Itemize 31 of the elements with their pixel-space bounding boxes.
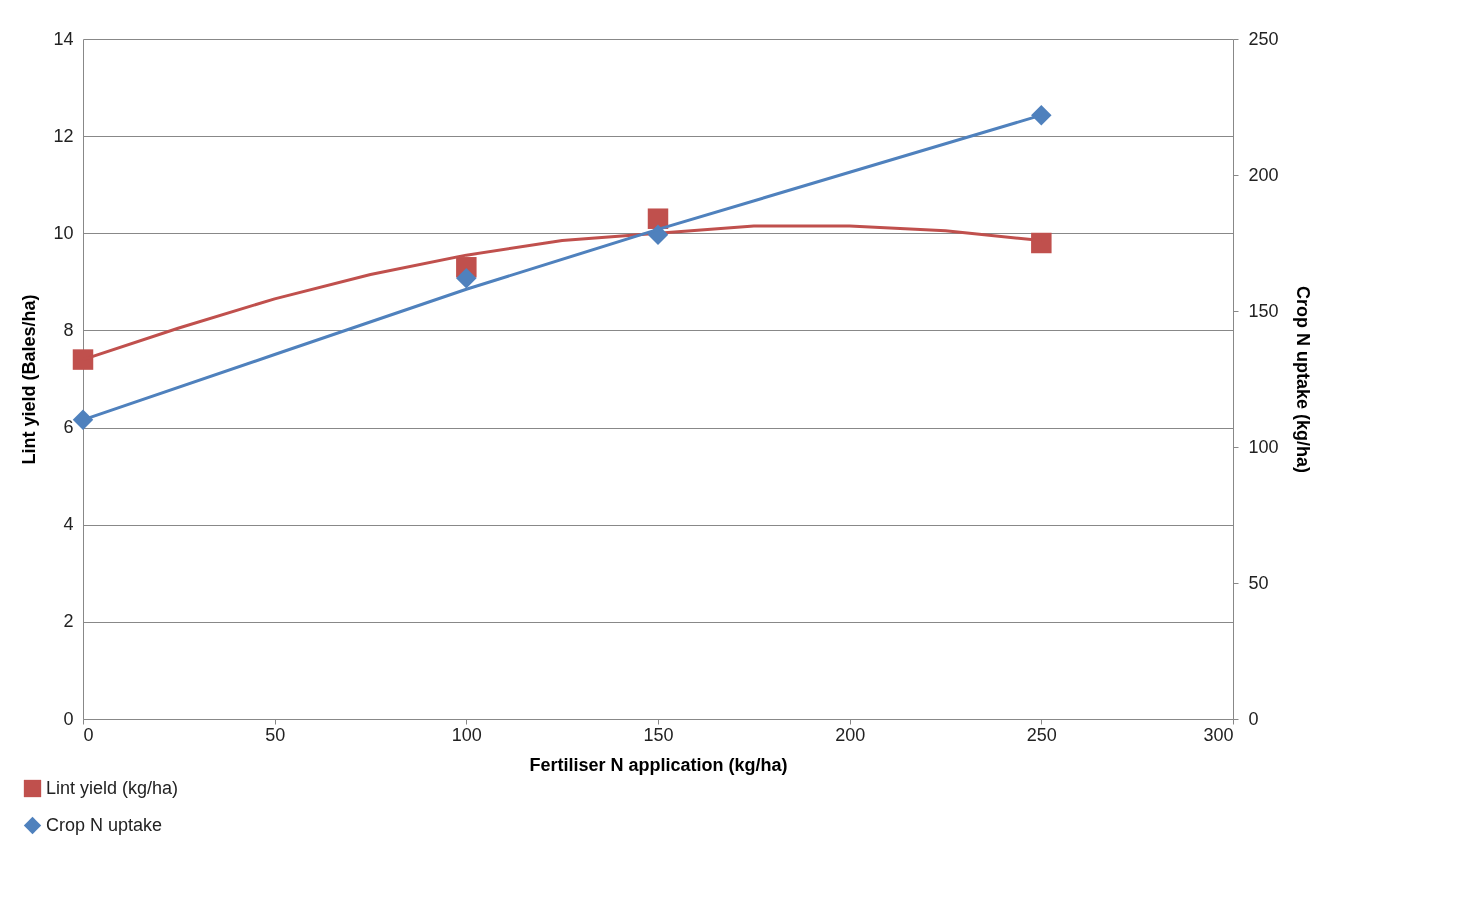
point	[456, 268, 477, 289]
legend-label: Crop N uptake	[46, 814, 163, 835]
x-tick-label: 50	[265, 724, 286, 745]
x-axis-title: Fertiliser N application (kg/ha)	[529, 754, 788, 775]
y-tick-label: 8	[63, 319, 74, 340]
x-tick-label: 200	[835, 724, 866, 745]
x-tick-label: 100	[451, 724, 482, 745]
y2-tick-label: 100	[1248, 436, 1279, 457]
y-tick-label: 4	[63, 514, 74, 535]
point	[1031, 232, 1052, 254]
point	[72, 409, 94, 431]
y2-tick-label: 0	[1248, 708, 1259, 729]
x-tick-label: 300	[1203, 724, 1234, 745]
x-tick-label: 150	[643, 724, 674, 745]
point	[647, 208, 669, 229]
y2-tick-label: 150	[1248, 300, 1279, 321]
y-tick-label: 2	[63, 611, 74, 632]
y-tick-label: 6	[63, 417, 74, 438]
y-tick-label: 12	[53, 125, 74, 146]
y2-axis-title: Crop N uptake (kg/ha)	[1292, 285, 1313, 474]
y-tick-label: 14	[53, 28, 74, 49]
y2-tick-label: 250	[1248, 28, 1279, 49]
legend-label: Lint yield (kg/ha)	[46, 777, 179, 798]
y2-tick-label: 200	[1248, 164, 1279, 185]
y-axis-title: Lint yield (Bales/ha)	[19, 294, 40, 465]
x-tick-label: 0	[83, 724, 94, 745]
point	[72, 349, 94, 370]
x-tick-label: 250	[1026, 724, 1057, 745]
y2-tick-label: 50	[1248, 572, 1269, 593]
y-tick-label: 0	[63, 708, 74, 729]
y-tick-label: 10	[53, 222, 74, 243]
